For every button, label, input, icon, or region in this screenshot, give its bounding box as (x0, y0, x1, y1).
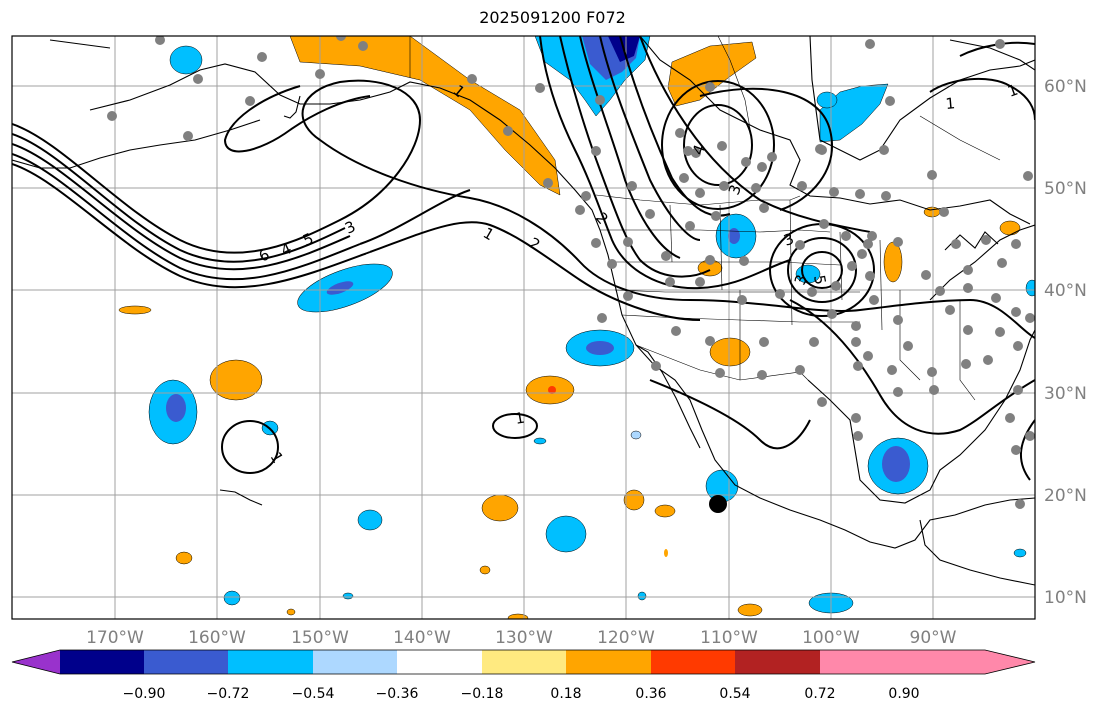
coastlines (12, 36, 1035, 586)
longitude-axis: 170°W 160°W 150°W 140°W 130°W 120°W 110°… (86, 628, 957, 648)
colorbar-tick-label: −0.90 (123, 686, 166, 702)
latitude-label: 20°N (1044, 486, 1087, 506)
longitude-label: 110°W (700, 628, 758, 648)
latitude-label: 60°N (1044, 77, 1087, 97)
colorbar-segment (228, 650, 313, 674)
colorbar-segment (313, 650, 397, 674)
orange-mexico-blob (709, 337, 751, 367)
hurricane-marker (709, 495, 727, 513)
colorbar-segment (735, 650, 820, 674)
orange-pacific-blob-1 (209, 359, 263, 401)
colorbar-tick-label: 0.72 (804, 686, 835, 702)
colorbar-tick-label: 0.54 (719, 686, 750, 702)
longitude-label: 160°W (188, 628, 246, 648)
longitude-label: 140°W (393, 628, 451, 648)
longitude-label: 170°W (86, 628, 144, 648)
latitude-label: 50°N (1044, 179, 1087, 199)
colorbar-tick-label: 0.18 (550, 686, 581, 702)
colorbar-high-extend (904, 650, 1035, 674)
colorbar-segment (566, 650, 651, 674)
colorbar-segment (144, 650, 228, 674)
colorbar-segment (820, 650, 904, 674)
colorbar-segment (482, 650, 566, 674)
political-borders (409, 36, 1001, 401)
map-frame (11, 35, 1036, 620)
contour-label: 1 (514, 409, 527, 428)
map-title: 2025091200 F072 (479, 8, 626, 27)
contour-lines (12, 36, 1035, 481)
contour-label: 5 (810, 274, 829, 287)
colorbar-tick-label: 0.90 (888, 686, 919, 702)
longitude-label: 120°W (597, 628, 655, 648)
colorbar-segment (651, 650, 735, 674)
longitude-label: 100°W (802, 628, 860, 648)
latitude-axis: 60°N 50°N 40°N 30°N 20°N 10°N (1044, 77, 1087, 608)
latitude-label: 10°N (1044, 588, 1087, 608)
colorbar-tick-label: 0.36 (635, 686, 666, 702)
colorbar-tick-label: −0.72 (207, 686, 250, 702)
colorbar-segment (397, 650, 482, 674)
colorbar-tick-label: −0.18 (461, 686, 504, 702)
colorbar: −0.90 −0.72 −0.54 −0.36 −0.18 0.18 0.36 … (11, 649, 1036, 702)
station-markers (107, 36, 1035, 509)
longitude-label: 130°W (495, 628, 553, 648)
latitude-label: 30°N (1044, 384, 1087, 404)
latitude-label: 40°N (1044, 281, 1087, 301)
colorbar-tick-label: −0.36 (376, 686, 419, 702)
longitude-label: 150°W (291, 628, 349, 648)
colorbar-low-extend (12, 650, 60, 674)
longitude-label: 90°W (910, 628, 957, 648)
colorbar-segment (60, 650, 144, 674)
contour-label: 1 (945, 94, 956, 113)
colorbar-tick-label: −0.54 (292, 686, 335, 702)
